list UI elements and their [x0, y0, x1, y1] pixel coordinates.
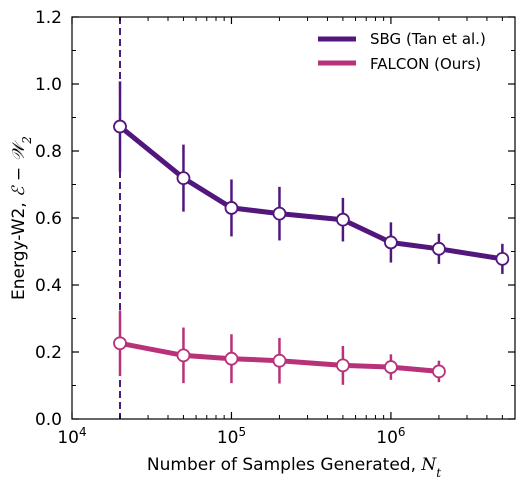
data-point-falcon [432, 364, 446, 379]
plot-area [113, 17, 510, 419]
axis-ticks: 0.0 0.2 0.4 0.6 0.8 1.0 1.2 104 105 106 [35, 8, 515, 448]
data-point-sbg [336, 212, 350, 227]
y-tick-label: 0.2 [35, 343, 62, 363]
data-point-sbg [495, 251, 510, 266]
data-point-falcon [384, 360, 398, 374]
y-tick-label: 1.0 [35, 75, 62, 95]
y-tick-label: 0.6 [35, 209, 62, 229]
data-point-sbg [272, 206, 287, 221]
axes-frame [71, 16, 516, 420]
legend-label-sbg: SBG (Tan et al.) [370, 30, 486, 48]
data-point-sbg [224, 201, 239, 215]
data-point-sbg [384, 235, 398, 250]
y-tick-label: 0.8 [35, 142, 62, 162]
data-point-falcon [113, 336, 127, 351]
data-point-sbg [113, 119, 127, 134]
series-line-sbg [118, 124, 503, 262]
y-tick-label: 1.2 [35, 8, 62, 28]
y-axis-label: Energy-W2, ℰ − 𝒲2 [9, 136, 34, 300]
x-axis-label: Number of Samples Generated, Nt [147, 455, 441, 480]
data-point-sbg [432, 241, 446, 256]
y-tick-label: 0.4 [35, 276, 62, 296]
legend: SBG (Tan et al.) FALCON (Ours) [318, 30, 486, 73]
x-tick-label: 105 [217, 425, 246, 448]
x-tick-label: 106 [376, 425, 405, 448]
data-point-falcon [176, 348, 191, 363]
data-point-falcon [224, 351, 239, 366]
y-tick-label: 0.0 [35, 410, 62, 430]
data-point-sbg [176, 171, 191, 186]
x-tick-label: 104 [57, 425, 86, 448]
data-point-falcon [272, 353, 287, 368]
legend-label-falcon: FALCON (Ours) [370, 55, 481, 73]
data-point-falcon [336, 358, 350, 373]
